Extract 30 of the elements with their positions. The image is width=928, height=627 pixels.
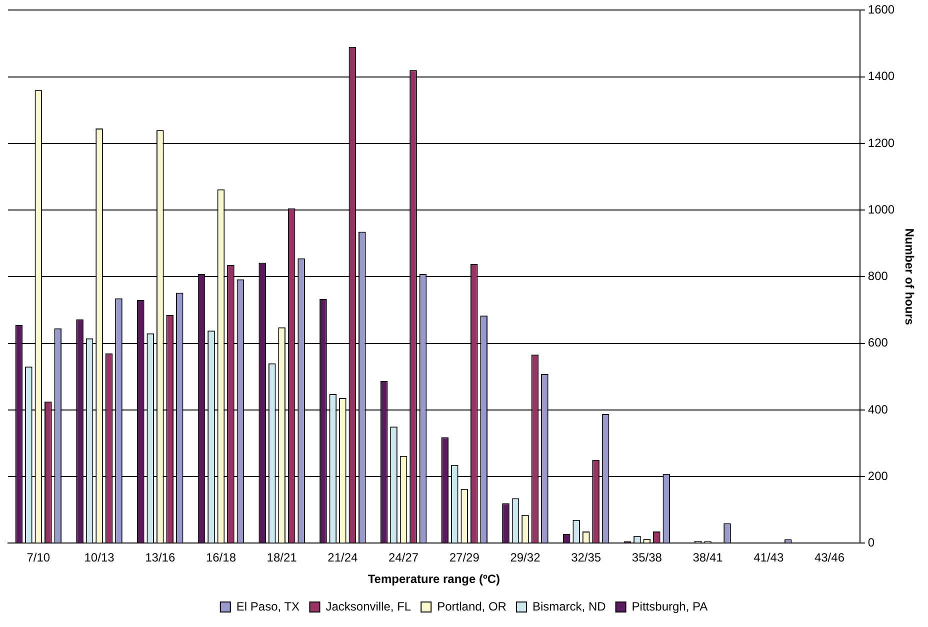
x-axis-title: Temperature range (ºC) [368,572,500,586]
y-tick-label: 800 [868,269,888,284]
y-tick-label: 0 [868,536,875,550]
x-tick-label: 13/16 [145,550,176,565]
x-tick-label: 41/43 [754,550,784,565]
x-tick-label: 10/13 [84,550,115,565]
x-tick-label: 16/18 [206,550,236,565]
x-tick-label: 43/46 [814,550,845,565]
x-tick-label: 18/21 [266,550,298,565]
legend-label: Bismarck, ND [532,599,606,614]
x-tick-label: 7/10 [26,550,50,565]
y-tick-label: 400 [868,402,888,416]
legend-label: Pittsburgh, PA [632,599,708,614]
y-tick-label: 1600 [868,2,895,17]
legend-label: Portland, OR [437,599,507,614]
y-tick-label: 200 [868,468,888,483]
x-tick-label: 29/32 [510,550,541,565]
x-tick-label: 35/38 [632,550,662,565]
y-tick-label: 1200 [868,136,895,150]
x-tick-label: 38/41 [692,550,724,565]
y-tick-label: 600 [868,336,888,350]
x-tick-label: 27/29 [449,550,480,565]
legend-label: Jacksonville, FL [326,599,412,614]
x-tick-label: 32/35 [571,550,602,565]
y-axis-title: Number of hours [902,228,916,326]
legend-label: El Paso, TX [236,599,300,614]
y-tick-label: 1400 [868,69,895,84]
x-tick-label: 21/24 [328,550,358,565]
y-tick-label: 1000 [868,202,895,216]
x-tick-label: 24/27 [388,550,419,565]
